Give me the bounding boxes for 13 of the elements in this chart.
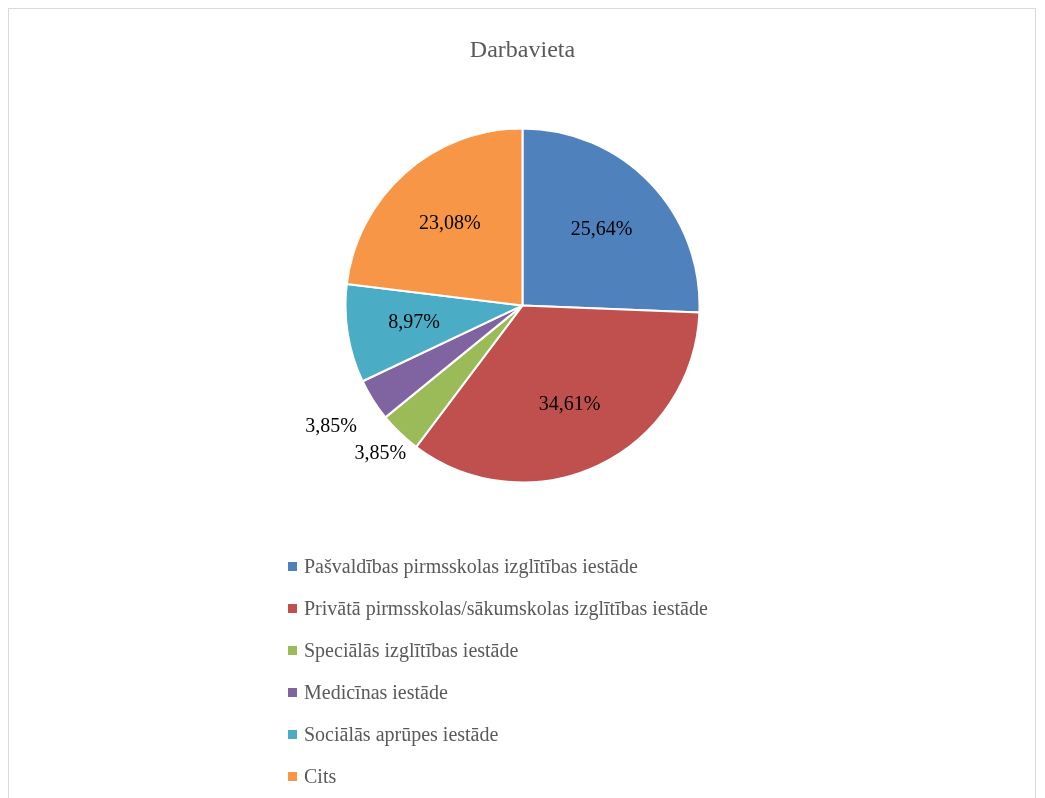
legend-label: Privātā pirmsskolas/sākumskolas izglītības iestāde — [304, 596, 708, 620]
chart-title: Darbavieta — [469, 35, 576, 62]
data-label: 34,61% — [538, 391, 601, 414]
data-label: 3,85% — [354, 440, 407, 463]
data-label: 8,97% — [388, 310, 441, 333]
data-label: 23,08% — [418, 210, 481, 233]
data-label: 3,85% — [305, 413, 357, 436]
legend-label: Speciālās izglītības iestāde — [304, 638, 519, 662]
legend-label: Pašvaldības pirmsskolas izglītības iestāde — [304, 554, 638, 578]
legend-label: Cits — [304, 764, 337, 788]
data-label: 25,64% — [570, 216, 633, 239]
legend-label: Sociālās aprūpes iestāde — [304, 722, 499, 746]
legend-label: Medicīnas iestāde — [304, 680, 448, 704]
